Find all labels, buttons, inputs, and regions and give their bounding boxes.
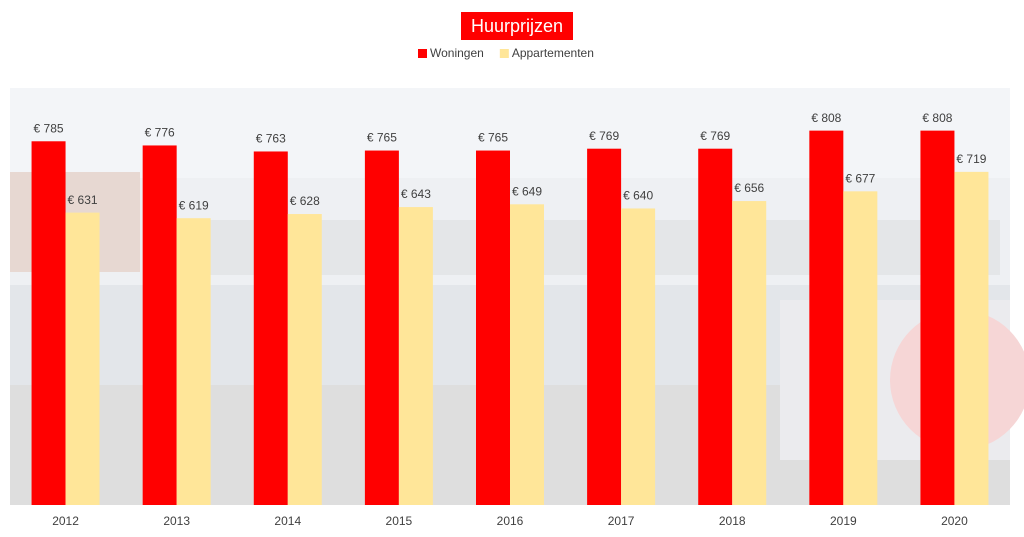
x-tick-label: 2014 [274, 514, 301, 528]
data-label: € 628 [290, 194, 320, 208]
bar [621, 208, 656, 505]
x-tick-label: 2013 [163, 514, 190, 528]
bar [253, 151, 288, 505]
chart-title: Huurprijzen [471, 16, 563, 36]
bar [510, 204, 544, 505]
x-tick-label: 2019 [830, 514, 857, 528]
legend-swatch [499, 49, 509, 58]
data-label: € 808 [811, 111, 841, 125]
bar [31, 141, 66, 506]
data-label: € 677 [845, 171, 875, 185]
x-tick-label: 2020 [941, 514, 968, 528]
bar [954, 171, 989, 505]
data-label: € 769 [700, 129, 730, 143]
x-tick-label: 2016 [497, 514, 524, 528]
bar [364, 150, 399, 506]
data-label: € 719 [956, 152, 986, 166]
data-label: € 769 [589, 129, 619, 143]
bar [920, 130, 955, 506]
data-label: € 656 [734, 181, 764, 195]
bar [587, 148, 622, 506]
bar [142, 145, 177, 505]
legend-label: Appartementen [512, 46, 594, 60]
data-label: € 776 [145, 126, 175, 140]
x-tick-label: 2015 [386, 514, 413, 528]
data-label: € 643 [401, 187, 431, 201]
legend-label: Woningen [430, 46, 484, 60]
data-label: € 765 [478, 131, 508, 145]
data-label: € 631 [68, 193, 98, 207]
data-label: € 649 [512, 184, 542, 198]
x-tick-label: 2018 [719, 514, 746, 528]
bar [843, 191, 878, 505]
data-label: € 785 [34, 121, 64, 135]
bar [809, 130, 844, 506]
data-label: € 765 [367, 131, 397, 145]
title-box [461, 12, 573, 40]
data-label: € 640 [623, 189, 653, 203]
data-label: € 763 [256, 132, 286, 146]
data-label: € 619 [179, 198, 209, 212]
bar [65, 212, 100, 506]
legend-swatch [418, 49, 427, 58]
x-tick-label: 2017 [608, 514, 635, 528]
bar [732, 201, 767, 505]
bar [398, 207, 433, 505]
bar [476, 150, 510, 506]
data-label: € 808 [922, 111, 952, 125]
x-tick-label: 2012 [52, 514, 79, 528]
bar [287, 214, 322, 505]
bar [176, 218, 211, 506]
bar [698, 148, 733, 506]
